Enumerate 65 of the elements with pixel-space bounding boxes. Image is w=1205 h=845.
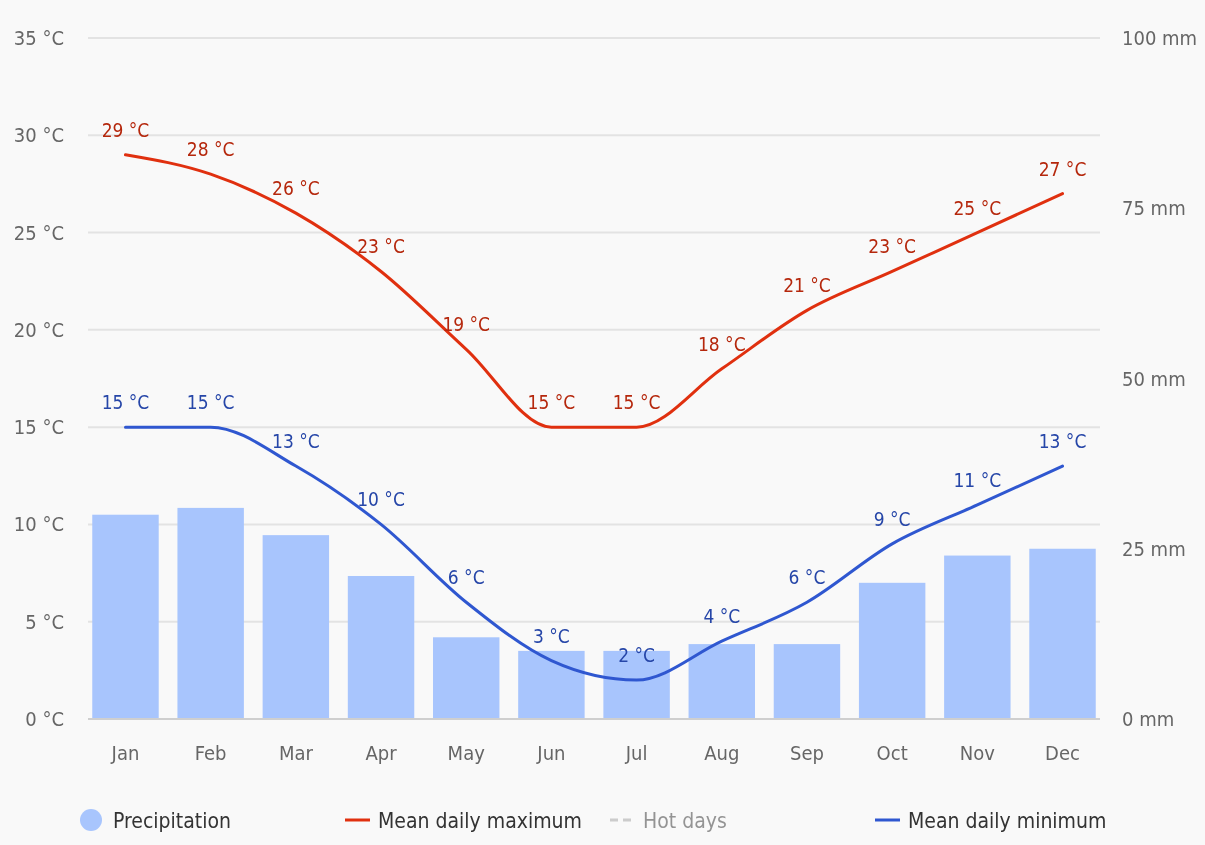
y-tick-label: 20 °C bbox=[13, 317, 64, 342]
data-label: 21 °C bbox=[783, 274, 831, 297]
data-label: 27 °C bbox=[1038, 157, 1087, 180]
y2-tick-label: 75 mm bbox=[1122, 196, 1186, 221]
y2-tick-label: 50 mm bbox=[1122, 366, 1186, 391]
legend-label: Mean daily minimum bbox=[908, 809, 1107, 834]
legend-label: Mean daily maximum bbox=[378, 809, 582, 834]
data-label: 15 °C bbox=[612, 391, 661, 414]
data-label: 23 °C bbox=[357, 235, 405, 258]
x-tick-label: Jan bbox=[110, 741, 140, 765]
bar bbox=[347, 575, 415, 719]
legend-label: Precipitation bbox=[113, 809, 232, 834]
data-label: 28 °C bbox=[186, 138, 235, 161]
data-label: 15 °C bbox=[186, 391, 235, 414]
data-label: 19 °C bbox=[442, 313, 491, 336]
y-tick-label: 30 °C bbox=[13, 123, 64, 148]
bar bbox=[518, 650, 585, 719]
data-label: 9 °C bbox=[873, 507, 911, 530]
x-tick-label: Nov bbox=[959, 741, 996, 765]
bar bbox=[433, 637, 500, 719]
data-label: 13 °C bbox=[1038, 430, 1087, 453]
y-tick-label: 5 °C bbox=[25, 609, 64, 634]
data-label: 6 °C bbox=[788, 566, 826, 589]
bar bbox=[773, 644, 841, 719]
data-label: 23 °C bbox=[868, 235, 917, 258]
bar bbox=[177, 507, 244, 719]
x-tick-label: Oct bbox=[876, 741, 908, 765]
data-label: 15 °C bbox=[101, 391, 150, 414]
data-label: 2 °C bbox=[618, 644, 656, 667]
data-label: 11 °C bbox=[953, 468, 1002, 491]
x-tick-label: Mar bbox=[278, 741, 314, 765]
y2-tick-label: 25 mm bbox=[1122, 536, 1186, 561]
x-tick-label: Sep bbox=[789, 741, 824, 765]
data-label: 13 °C bbox=[272, 430, 320, 453]
x-tick-label: Apr bbox=[365, 741, 398, 765]
x-tick-label: Aug bbox=[704, 741, 740, 765]
bar bbox=[688, 644, 755, 719]
data-label: 15 °C bbox=[527, 391, 576, 414]
y2-tick-label: 100 mm bbox=[1122, 26, 1198, 50]
data-label: 10 °C bbox=[357, 488, 405, 511]
y-tick-label: 15 °C bbox=[13, 415, 64, 440]
data-label: 26 °C bbox=[272, 177, 320, 200]
data-label: 6 °C bbox=[447, 566, 485, 589]
line-series bbox=[123, 425, 1065, 682]
y-tick-label: 0 °C bbox=[25, 707, 64, 731]
bar bbox=[1029, 548, 1096, 719]
x-tick-label: Feb bbox=[194, 741, 227, 765]
y-tick-label: 10 °C bbox=[13, 512, 64, 537]
bar bbox=[944, 555, 1011, 719]
data-label: 18 °C bbox=[697, 332, 746, 355]
data-label: 25 °C bbox=[953, 196, 1002, 219]
y-tick-label: 35 °C bbox=[13, 26, 64, 50]
x-tick-label: May bbox=[447, 741, 486, 765]
data-label: 29 °C bbox=[101, 118, 150, 141]
data-label: 3 °C bbox=[533, 624, 570, 647]
legend-label: Hot days bbox=[643, 809, 727, 834]
bar bbox=[262, 535, 330, 719]
bar bbox=[92, 514, 159, 719]
bar bbox=[858, 582, 926, 719]
x-tick-label: Dec bbox=[1045, 741, 1080, 765]
data-label: 4 °C bbox=[703, 605, 741, 628]
y-tick-label: 25 °C bbox=[13, 220, 64, 245]
x-tick-label: Jun bbox=[536, 741, 566, 765]
x-tick-label: Jul bbox=[624, 741, 648, 765]
y2-tick-label: 0 mm bbox=[1122, 707, 1175, 731]
